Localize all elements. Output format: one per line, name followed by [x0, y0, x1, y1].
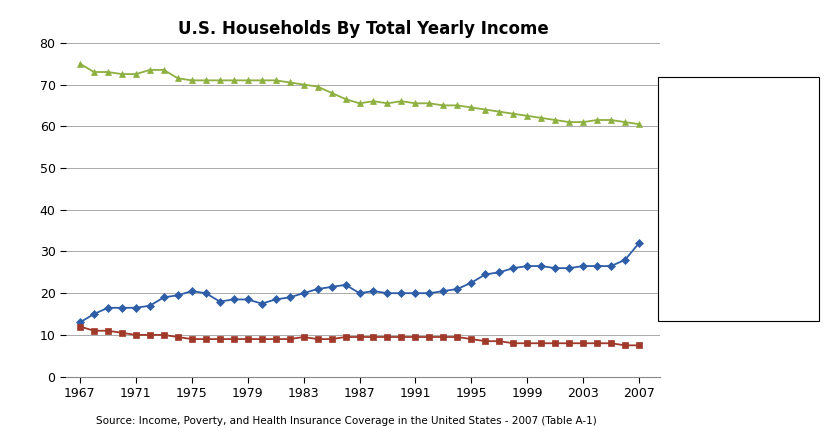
Text: Source: Income, Poverty, and Health Insurance Coverage in the United States - 20: Source: Income, Poverty, and Health Insu…	[97, 416, 596, 426]
Title: U.S. Households By Total Yearly Income: U.S. Households By Total Yearly Income	[177, 21, 549, 39]
Text: Percentage
Between $10k
& $75k: Percentage Between $10k & $75k	[700, 103, 780, 137]
Text: Percentage
Above $75k: Percentage Above $75k	[700, 203, 766, 225]
Text: Precentage
Below $10k: Precentage Below $10k	[700, 282, 764, 304]
